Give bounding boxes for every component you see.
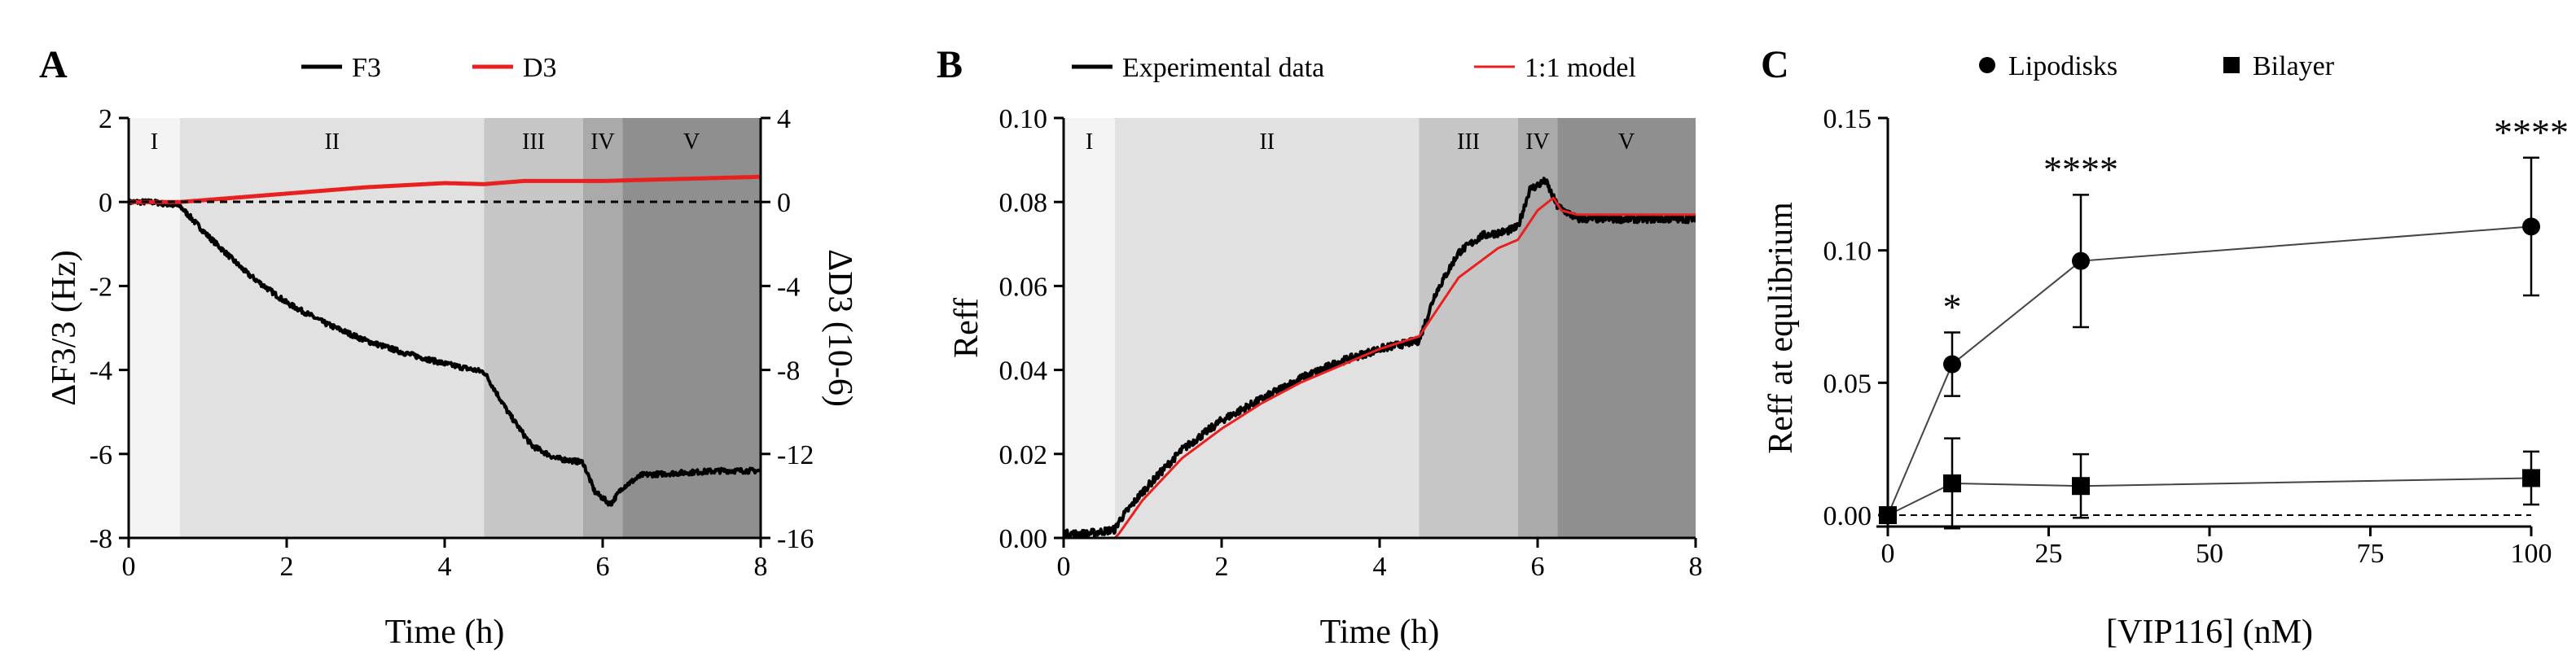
- region-2-label: II: [1259, 129, 1275, 155]
- region-5-label: V: [683, 129, 700, 155]
- y-tick-label: 0.00: [999, 524, 1048, 554]
- x-tick-label: 100: [2511, 539, 2552, 569]
- y-tick-label: 0.05: [1823, 369, 1872, 399]
- panel-a-letter: A: [39, 43, 68, 86]
- y-tick-label: 2: [99, 104, 112, 134]
- panel-b-axes: 0 2 4 6 8 0.10 0.08 0.06 0.04 0.02 0.00: [999, 104, 1703, 582]
- y2-tick-label: 0: [777, 188, 791, 218]
- lipodisks-significance-label: ****: [2494, 111, 2569, 153]
- x-tick-label: 75: [2357, 539, 2385, 569]
- x-tick-label: 2: [1215, 552, 1229, 582]
- x-tick-label: 6: [1531, 552, 1545, 582]
- series-d3-line: [129, 174, 761, 204]
- y2-tick-label: -4: [777, 272, 800, 302]
- series-1-1-model-line: [1064, 196, 1696, 538]
- region-4-label: IV: [590, 129, 615, 155]
- y-tick-label: 0.15: [1823, 104, 1872, 134]
- lipodisks-significance-label: *: [1943, 286, 1962, 328]
- legend-f3-label: F3: [352, 53, 381, 83]
- bilayer-point: [2072, 477, 2090, 496]
- y2-tick-label: 4: [777, 104, 791, 134]
- y-tick-label: 0.10: [999, 104, 1048, 134]
- panel-b-legend: Experimental data 1:1 model: [1072, 53, 1636, 83]
- lipodisks-connector-line: [1887, 225, 2532, 516]
- bilayer-connector-line: [1887, 477, 2532, 516]
- y-tick-label: -2: [90, 272, 112, 302]
- panel-a-y2label: ΔD3 (10-6): [821, 249, 858, 407]
- panel-c-xlabel: [VIP116] (nM): [2106, 614, 2313, 651]
- panel-b-xlabel: Time (h): [1320, 614, 1440, 651]
- y2-tick-label: -12: [777, 440, 814, 470]
- region-4-label: IV: [1525, 129, 1550, 155]
- x-tick-label: 0: [1057, 552, 1071, 582]
- legend-bilayer-marker: [2223, 57, 2240, 73]
- y-tick-label: 0.04: [999, 356, 1048, 387]
- panel-a-legend: F3 D3: [301, 53, 557, 83]
- y-tick-label: 0.08: [999, 188, 1048, 218]
- panel-c-letter: C: [1761, 43, 1789, 86]
- region-1-shade: [129, 118, 181, 538]
- x-tick-label: 8: [754, 552, 768, 582]
- y-tick-label: 0.02: [999, 440, 1048, 470]
- x-tick-label: 8: [1689, 552, 1703, 582]
- y-tick-label: -4: [90, 356, 112, 387]
- panel-c-series: *********: [1879, 111, 2569, 530]
- region-3-shade: [484, 118, 583, 538]
- lipodisks-point: [2522, 217, 2540, 236]
- region-3-label: III: [1457, 129, 1480, 155]
- x-tick-label: 4: [1373, 552, 1387, 582]
- y-tick-label: -8: [90, 524, 112, 554]
- panel-a-ylabel: ΔF3/3 (Hz): [46, 250, 83, 405]
- panel-b-ylabel: Reff: [948, 298, 985, 358]
- panel-c-ylabel: Reff at equlibrium: [1762, 202, 1800, 454]
- region-5-shade: [1557, 118, 1696, 538]
- region-1-shade: [1064, 118, 1116, 538]
- panel-a-xlabel: Time (h): [385, 614, 505, 651]
- legend-experimental-label: Experimental data: [1122, 53, 1324, 83]
- x-tick-label: 6: [596, 552, 610, 582]
- lipodisks-point: [2072, 251, 2090, 270]
- legend-model-label: 1:1 model: [1525, 53, 1636, 83]
- panel-b-letter: B: [937, 43, 963, 86]
- bilayer-point: [1943, 474, 1961, 492]
- region-3-shade: [1419, 118, 1518, 538]
- panel-b-series: [1064, 177, 1696, 538]
- y-tick-label: 0: [99, 188, 112, 218]
- panel-c-axes: 0 25 50 75 100 0.15 0.10 0.05 0.00: [1823, 104, 2552, 569]
- panel-c-legend: Lipodisks Bilayer: [1979, 51, 2335, 81]
- region-2-label: II: [324, 129, 340, 155]
- region-3-label: III: [522, 129, 545, 155]
- region-5-label: V: [1618, 129, 1635, 155]
- region-4-shade: [1517, 118, 1558, 538]
- x-tick-label: 0: [122, 552, 136, 582]
- y-tick-label: 0.10: [1823, 237, 1872, 267]
- x-tick-label: 50: [2196, 539, 2223, 569]
- lipodisks-significance-label: ****: [2043, 148, 2118, 190]
- panel-a: A I II III IV V 0 2 4 6 820-2-4-6-840-4-8-12-16 …: [39, 43, 858, 651]
- y-tick-label: 0.06: [999, 272, 1048, 302]
- region-1-label: I: [151, 129, 158, 155]
- bilayer-point: [2522, 469, 2540, 487]
- y2-tick-label: -16: [777, 524, 814, 554]
- y2-tick-label: -8: [777, 356, 800, 387]
- x-tick-label: 25: [2035, 539, 2063, 569]
- panel-a-series: [129, 174, 761, 507]
- series-f3-line: [129, 198, 761, 507]
- x-tick-label: 0: [1881, 539, 1895, 569]
- legend-bilayer-label: Bilayer: [2253, 51, 2335, 81]
- y-tick-label: -6: [90, 440, 112, 470]
- region-1-label: I: [1086, 129, 1093, 155]
- y-tick-label: 0.00: [1823, 501, 1872, 531]
- legend-lipodisks-marker: [1979, 57, 1995, 73]
- legend-d3-label: D3: [523, 53, 557, 83]
- x-tick-label: 4: [438, 552, 452, 582]
- lipodisks-point: [1943, 355, 1961, 374]
- legend-lipodisks-label: Lipodisks: [2008, 51, 2117, 81]
- panel-a-axes: 0 2 4 6 8 2 0 -2 -4 -6 -8 4 0 -4 -8 -12 -16: [90, 104, 814, 582]
- region-4-shade: [582, 118, 623, 538]
- panel-b: B I II III IV V 0 2 4 6 80.100.080.060.040.020.0…: [937, 43, 1703, 651]
- x-tick-label: 2: [280, 552, 294, 582]
